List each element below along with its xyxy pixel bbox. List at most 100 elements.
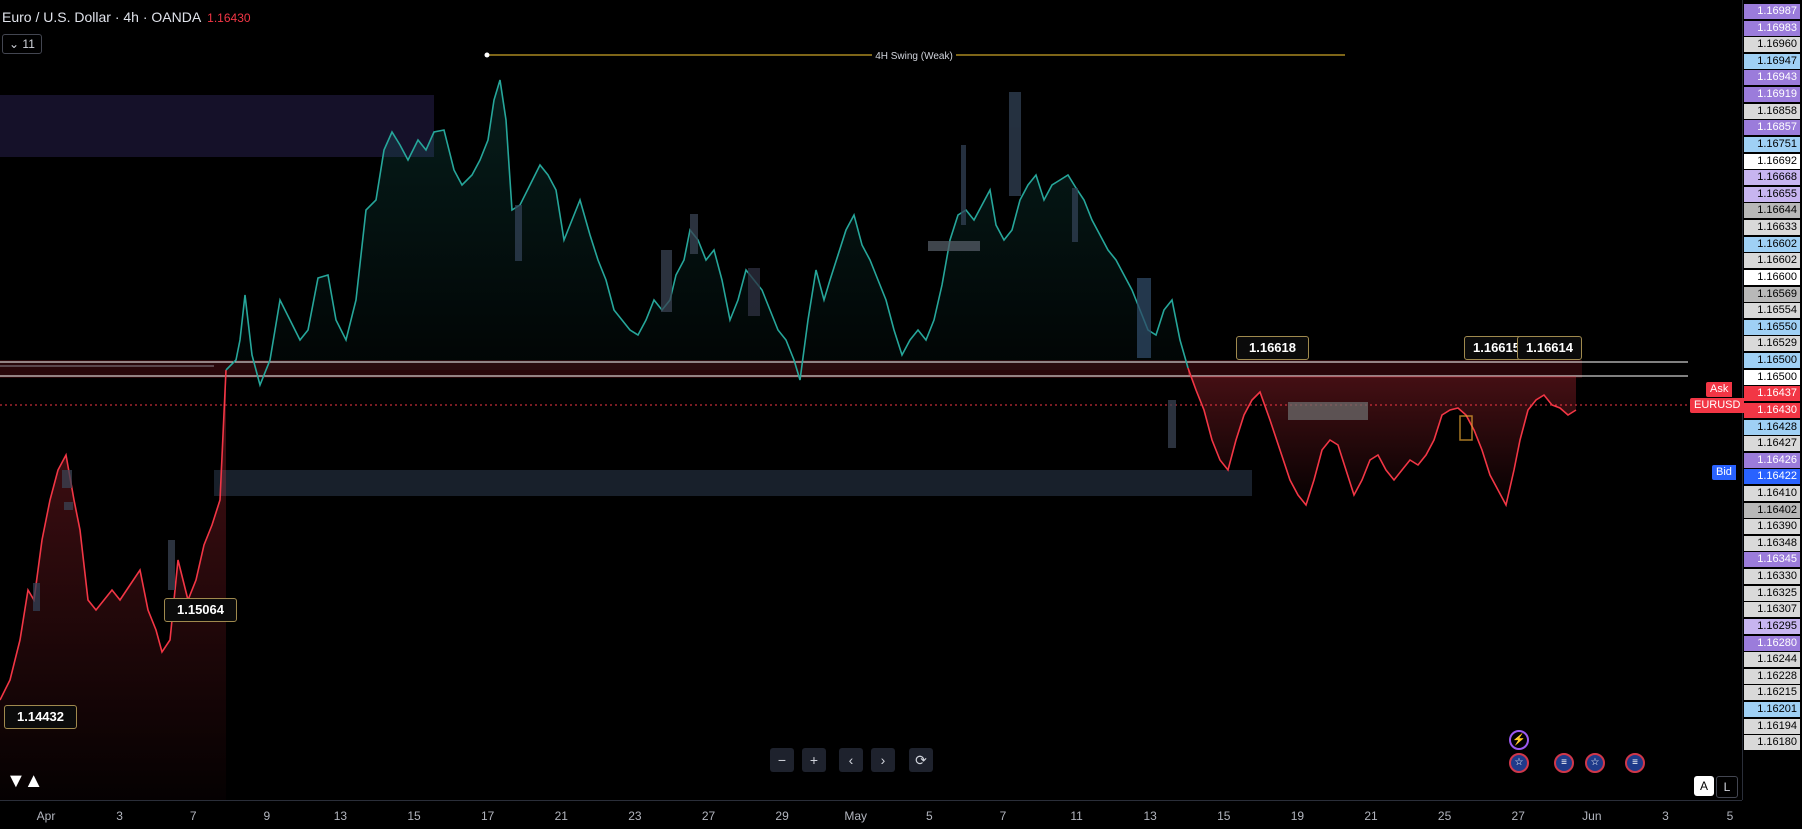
price-tick: 1.16430 bbox=[1744, 402, 1800, 418]
symbol-tag: EURUSD bbox=[1690, 398, 1745, 413]
price-tick: 1.16180 bbox=[1744, 735, 1800, 751]
price-tick: 1.16602 bbox=[1744, 253, 1800, 269]
time-tick: 23 bbox=[628, 809, 642, 823]
callout-high: 1.16618 bbox=[1236, 336, 1309, 360]
price-scale[interactable]: 1.16987 1.16983 1.16960 1.16947 1.16943 1.169… bbox=[1742, 0, 1802, 800]
swing-line-start bbox=[484, 52, 490, 58]
time-tick: 27 bbox=[701, 809, 716, 823]
time-tick: 3 bbox=[1662, 809, 1669, 823]
reset-chart-button[interactable]: ⟳ bbox=[909, 748, 933, 772]
price-tick: 1.16655 bbox=[1744, 186, 1800, 202]
time-axis[interactable]: Apr 3 7 9 13 15 17 21 23 27 29 May 5 7 11 13 15 19 21 25 27 J… bbox=[0, 800, 1742, 829]
indicator-count: 11 bbox=[22, 37, 35, 51]
reset-controls: ⟳ bbox=[909, 748, 933, 772]
auto-scale-button[interactable]: A bbox=[1694, 776, 1714, 796]
time-tick: 9 bbox=[263, 809, 271, 823]
price-tick: 1.16228 bbox=[1744, 668, 1800, 684]
price-tick: 1.16987 bbox=[1744, 4, 1800, 19]
scroll-right-button[interactable]: › bbox=[871, 748, 895, 772]
eu-event-flag-icon-2[interactable]: ☆ bbox=[1585, 753, 1605, 773]
price-tick: 1.16426 bbox=[1744, 452, 1800, 468]
time-tick: 25 bbox=[1437, 809, 1452, 823]
swing-label: 4H Swing (Weak) bbox=[875, 51, 953, 62]
scroll-left-button[interactable]: ‹ bbox=[839, 748, 863, 772]
demand-zone bbox=[214, 470, 1252, 496]
zoom-out-button[interactable]: − bbox=[770, 748, 794, 772]
time-tick: 3 bbox=[116, 809, 123, 823]
time-tick: 19 bbox=[1290, 809, 1305, 823]
lightning-event-icon[interactable]: ⚡ bbox=[1509, 730, 1529, 750]
bid-tag: Bid bbox=[1712, 465, 1736, 480]
time-tick: 29 bbox=[775, 809, 789, 823]
time-tick: Apr bbox=[36, 809, 56, 823]
time-tick: 27 bbox=[1511, 809, 1525, 823]
time-tick: 17 bbox=[480, 809, 495, 823]
price-tick: 1.16280 bbox=[1744, 635, 1800, 651]
price-line-down-right bbox=[1187, 367, 1577, 508]
supply-zone bbox=[0, 95, 434, 157]
price-tick: 1.16215 bbox=[1744, 685, 1800, 701]
price-tick: 1.16633 bbox=[1744, 220, 1800, 236]
time-tick: 5 bbox=[925, 809, 933, 823]
us-event-flag-icon[interactable]: ≡ bbox=[1554, 753, 1574, 773]
symbol-title[interactable]: Euro / U.S. Dollar · 4h · OANDA 1.16430 bbox=[2, 9, 251, 25]
eu-event-flag-icon[interactable]: ☆ bbox=[1509, 753, 1529, 773]
price-tick: 1.16194 bbox=[1744, 718, 1800, 734]
price-tick: 1.16437 bbox=[1744, 386, 1800, 402]
callout-low-1: 1.15064 bbox=[164, 598, 237, 622]
price-tick: 1.16554 bbox=[1744, 303, 1800, 319]
indicators-toggle-button[interactable]: ⌄ 11 bbox=[2, 34, 42, 54]
price-tick: 1.16428 bbox=[1744, 419, 1800, 435]
price-tick: 1.16201 bbox=[1744, 702, 1800, 718]
order-block-markers bbox=[33, 92, 1473, 611]
time-tick: 15 bbox=[1217, 809, 1231, 823]
price-chart: 4H Swing (Weak) bbox=[0, 51, 1742, 800]
price-tick: 1.16858 bbox=[1744, 103, 1800, 119]
us-event-flag-icon-2[interactable]: ≡ bbox=[1625, 753, 1645, 773]
time-tick: 7 bbox=[999, 809, 1007, 823]
price-tick: 1.16422 bbox=[1744, 469, 1800, 485]
price-line-down-left bbox=[0, 369, 227, 701]
price-tick: 1.16947 bbox=[1744, 53, 1800, 69]
scroll-controls: ‹ › bbox=[839, 748, 895, 772]
time-tick: 7 bbox=[189, 809, 197, 823]
downtrend-area-right bbox=[1188, 368, 1576, 505]
time-tick: 15 bbox=[407, 809, 421, 823]
price-tick: 1.16427 bbox=[1744, 436, 1800, 452]
time-tick: 5 bbox=[1726, 809, 1734, 823]
price-tick: 1.16410 bbox=[1744, 485, 1800, 501]
price-tick: 1.16550 bbox=[1744, 319, 1800, 335]
price-tick: 1.16500 bbox=[1744, 353, 1800, 369]
zoom-in-button[interactable]: + bbox=[802, 748, 826, 772]
time-tick: Jun bbox=[1582, 809, 1602, 823]
uptrend-area bbox=[226, 80, 1188, 385]
price-tick: 1.16390 bbox=[1744, 519, 1800, 535]
symbol-name: Euro / U.S. Dollar · 4h · OANDA bbox=[2, 9, 202, 25]
price-tick: 1.16943 bbox=[1744, 70, 1800, 86]
price-tick: 1.16600 bbox=[1744, 269, 1800, 285]
price-tick: 1.16644 bbox=[1744, 203, 1800, 219]
price-tick: 1.16668 bbox=[1744, 170, 1800, 186]
zoom-controls: − + bbox=[770, 748, 826, 772]
time-tick: 11 bbox=[1070, 809, 1083, 823]
price-tick: 1.16295 bbox=[1744, 618, 1800, 634]
price-tick: 1.16692 bbox=[1744, 153, 1800, 169]
price-tick: 1.16983 bbox=[1744, 20, 1800, 36]
price-tick: 1.16330 bbox=[1744, 569, 1800, 585]
price-tick: 1.16345 bbox=[1744, 552, 1800, 568]
price-tick: 1.16307 bbox=[1744, 602, 1800, 618]
time-tick: 13 bbox=[333, 809, 348, 823]
price-tick: 1.16569 bbox=[1744, 286, 1800, 302]
time-tick: 21 bbox=[554, 809, 568, 823]
price-line-up bbox=[225, 79, 1189, 388]
price-tick: 1.16602 bbox=[1744, 236, 1800, 252]
chart-pane[interactable]: 4H Swing (Weak) Eur bbox=[0, 0, 1742, 800]
log-scale-button[interactable]: L bbox=[1716, 776, 1738, 798]
price-tick: 1.16529 bbox=[1744, 336, 1800, 352]
chevron-down-icon: ⌄ bbox=[9, 37, 20, 51]
time-tick: May bbox=[844, 809, 868, 823]
price-tick: 1.16960 bbox=[1744, 37, 1800, 53]
price-tick: 1.16244 bbox=[1744, 652, 1800, 668]
ask-tag: Ask bbox=[1706, 382, 1733, 397]
tradingview-logo-icon[interactable]: ▼▲ bbox=[6, 770, 44, 792]
